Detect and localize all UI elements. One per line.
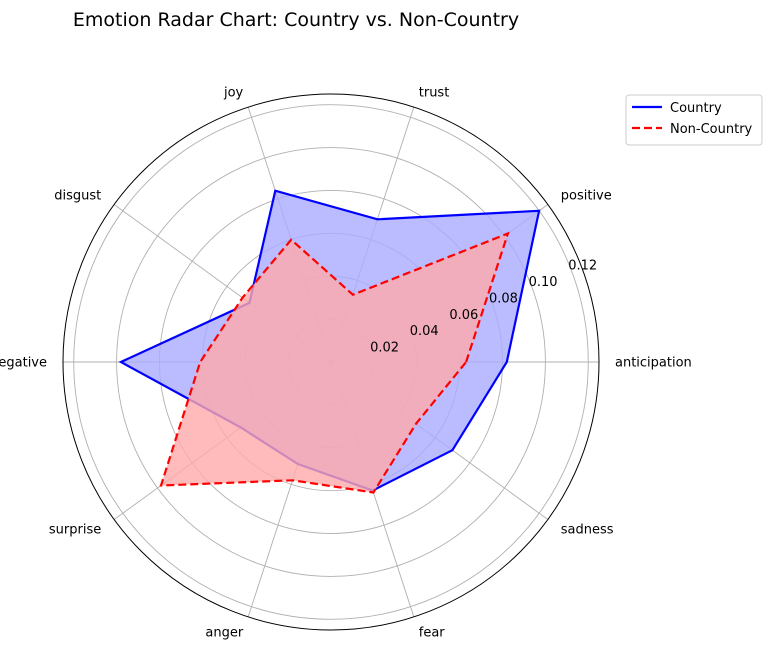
category-label-anger: anger — [205, 626, 243, 641]
legend: Country Non-Country — [625, 94, 763, 146]
chart-title: Emotion Radar Chart: Country vs. Non-Cou… — [73, 9, 519, 31]
category-label-trust: trust — [419, 85, 450, 100]
category-label-negative: negative — [0, 356, 47, 371]
radial-tick-labels: 0.02 0.04 0.06 0.08 0.10 0.12 — [370, 259, 597, 356]
category-label-positive: positive — [561, 189, 612, 204]
category-label-surprise: surprise — [49, 522, 101, 537]
series-line-non-country — [159, 231, 510, 494]
radial-tick-label: 0.04 — [410, 324, 439, 339]
radial-tick-label: 0.12 — [568, 259, 597, 274]
legend-label-country: Country — [670, 101, 722, 116]
category-label-fear: fear — [419, 626, 446, 641]
category-labels: anticipation positive trust joy disgust negat… — [0, 85, 692, 640]
radar-frame — [62, 93, 600, 631]
radial-tick-label: 0.10 — [529, 275, 558, 290]
radial-tick-label: 0.06 — [449, 308, 478, 323]
category-label-anticipation: anticipation — [615, 356, 692, 371]
series-layer — [118, 189, 541, 494]
category-label-sadness: sadness — [561, 522, 614, 537]
category-label-disgust: disgust — [54, 189, 101, 204]
category-label-joy: joy — [223, 85, 244, 100]
radial-tick-label: 0.02 — [370, 341, 399, 356]
radial-tick-label: 0.08 — [489, 291, 518, 306]
legend-label-non-country: Non-Country — [670, 122, 753, 137]
series-line-country — [118, 189, 541, 492]
series-area-non-country — [161, 233, 508, 493]
